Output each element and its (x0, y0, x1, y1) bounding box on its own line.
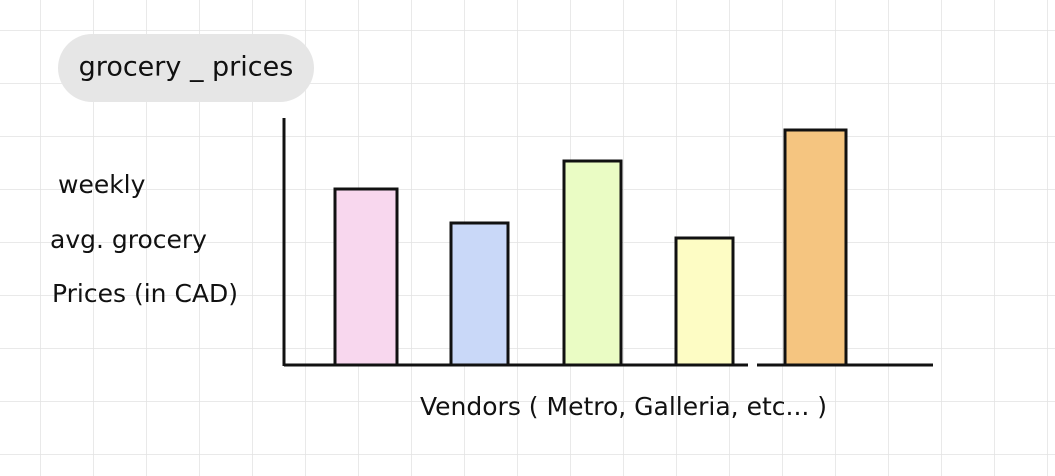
bar (333, 187, 399, 367)
x-axis-label: Vendors ( Metro, Galleria, etc... ) (420, 392, 827, 421)
title: grocery _ prices (79, 52, 294, 83)
bar (562, 159, 623, 367)
title-highlight (58, 34, 314, 102)
bar (449, 221, 510, 367)
y-axis-label: weekly (58, 170, 146, 199)
bar (674, 236, 735, 367)
y-axis-label: avg. grocery (50, 225, 207, 254)
bar (783, 128, 848, 367)
y-axis-label: Prices (in CAD) (52, 279, 238, 308)
